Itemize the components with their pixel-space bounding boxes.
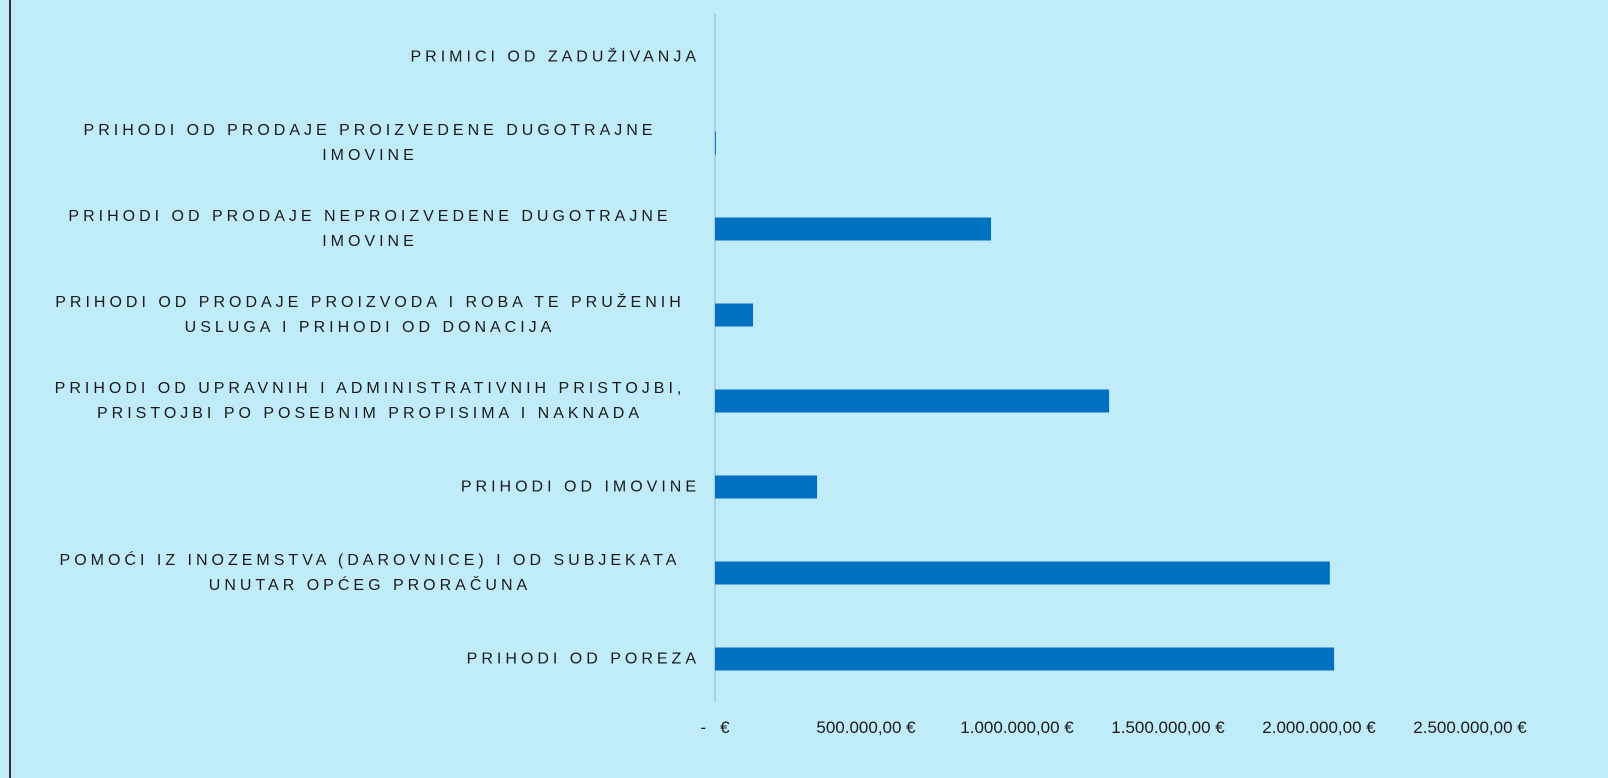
- category-text: PRIHODI OD PRODAJE PROIZVODA I ROBA TE P…: [55, 294, 685, 336]
- category-text: PRIHODI OD UPRAVNIH I ADMINISTRATIVNIH P…: [54, 380, 686, 422]
- category-label: PRIHODI OD UPRAVNIH I ADMINISTRATIVNIH P…: [10, 376, 700, 426]
- category-text: PRIHODI OD PRODAJE NEPROIZVEDENE DUGOTRA…: [68, 208, 672, 250]
- category-label: PRIHODI OD PRODAJE PROIZVEDENE DUGOTRAJN…: [10, 118, 700, 168]
- category-text: PRIMICI OD ZADUŽIVANJA: [410, 48, 700, 66]
- x-tick-label: 1.500.000,00 €: [1111, 718, 1225, 737]
- category-text: PRIHODI OD PRODAJE PROIZVEDENE DUGOTRAJN…: [83, 122, 657, 164]
- category-text: PRIHODI OD IMOVINE: [460, 478, 700, 496]
- x-tick-label: - €: [700, 718, 730, 737]
- category-label: PRIMICI OD ZADUŽIVANJA: [10, 45, 700, 70]
- category-text: PRIHODI OD POREZA: [466, 650, 700, 668]
- category-label: PRIHODI OD POREZA: [10, 647, 700, 672]
- x-tick-label: 2.500.000,00 €: [1413, 718, 1527, 737]
- bar: [715, 131, 716, 155]
- bar: [715, 303, 754, 327]
- bar: [715, 217, 992, 241]
- category-label: PRIHODI OD IMOVINE: [10, 475, 700, 500]
- x-tick-label: 1.000.000,00 €: [960, 718, 1074, 737]
- category-text: POMOĆI IZ INOZEMSTVA (DAROVNICE) I OD SU…: [59, 552, 681, 594]
- category-label: POMOĆI IZ INOZEMSTVA (DAROVNICE) I OD SU…: [10, 548, 700, 598]
- bar: [715, 389, 1110, 413]
- x-tick-label: 500.000,00 €: [816, 718, 916, 737]
- category-label: PRIHODI OD PRODAJE PROIZVODA I ROBA TE P…: [10, 290, 700, 340]
- bar: [715, 475, 818, 499]
- bar: [715, 647, 1335, 671]
- x-tick-label: 2.000.000,00 €: [1262, 718, 1376, 737]
- category-label: PRIHODI OD PRODAJE NEPROIZVEDENE DUGOTRA…: [10, 204, 700, 254]
- bar: [715, 561, 1330, 585]
